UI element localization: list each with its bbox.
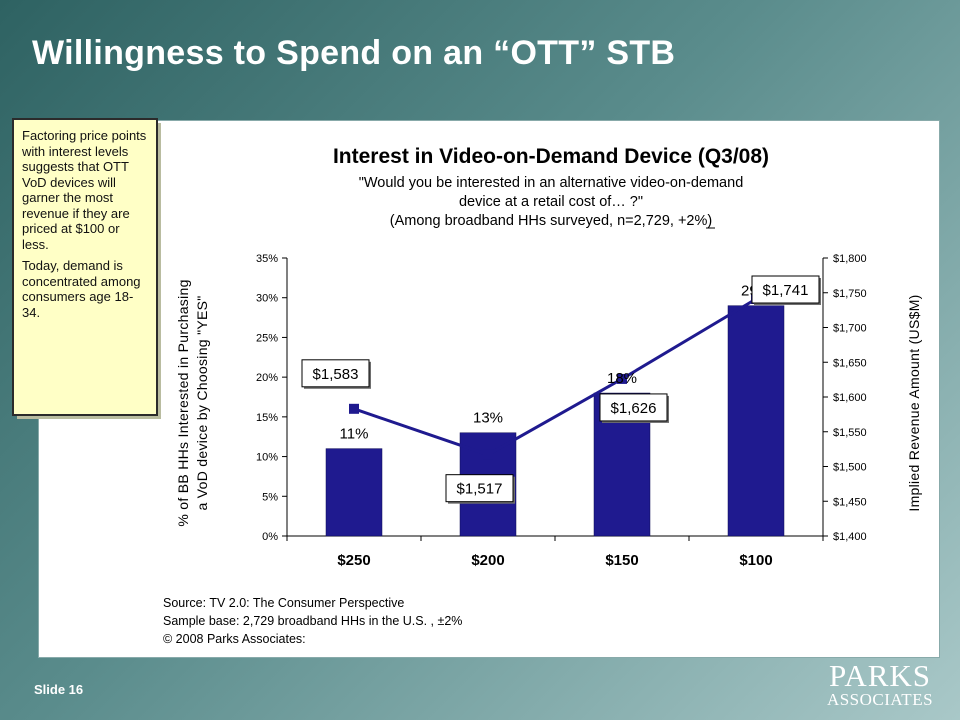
callout-box: Factoring price points with interest lev… [12,118,158,416]
revenue-value-label: $1,583 [313,366,359,383]
y-tick-label: 15% [256,412,278,424]
bar-value-label: 11% [340,426,369,443]
y-axis-label-line-1: % of BB HHs Interested in Purchasing [175,279,191,526]
bar-value-label: 13% [473,410,503,427]
revenue-point [349,403,359,414]
chart-title: Interest in Video-on-Demand Device (Q3/0… [333,145,769,168]
x-tick-label: $150 [605,552,638,569]
x-tick-label: $250 [337,552,370,569]
revenue-label-box [445,474,514,503]
chart-panel: Interest in Video-on-Demand Device (Q3/0… [38,120,940,658]
revenue-label-box [301,359,370,388]
y-axis-label-line-2: a VoD device by Choosing "YES" [194,295,210,510]
y2-tick-label: $1,650 [833,357,867,369]
revenue-point [617,373,627,384]
callout-paragraph-2: Today, demand is concentrated among cons… [22,258,141,320]
y2-tick-label: $1,750 [833,288,867,300]
slide-title: Willingness to Spend on an “OTT” STB [32,34,676,72]
bar [325,448,383,537]
source-line-2: Sample base: 2,729 broadband HHs in the … [163,614,462,628]
x-tick-label: $100 [739,552,772,569]
y-tick-label: 20% [256,372,278,384]
y2-axis-label: Implied Revenue Amount (US$M) [906,294,922,511]
revenue-value-label: $1,741 [763,282,809,299]
revenue-label-box [599,393,668,422]
y2-tick-label: $1,450 [833,496,867,508]
logo-line-2: ASSOCIATES [826,690,934,709]
y2-tick-label: $1,550 [833,427,867,439]
chart: Interest in Video-on-Demand Device (Q3/0… [163,145,922,646]
y-tick-label: 30% [256,293,278,305]
logo-line-1: PARKS [828,658,932,693]
revenue-value-label: $1,517 [457,481,503,498]
y2-tick-label: $1,700 [833,323,867,335]
source-line-3: © 2008 Parks Associates: [163,632,306,646]
y-tick-label: 5% [262,491,278,503]
chart-subtitle-line-2: device at a retail cost of… ?" [459,194,643,210]
slide-number: Slide 16 [34,682,84,697]
y-tick-label: 0% [262,531,278,543]
y2-tick-label: $1,800 [833,253,867,265]
callout-paragraph-1: Factoring price points with interest lev… [22,128,147,252]
parks-associates-logo: PARKS ASSOCIATES [820,660,940,712]
data-labels: 11%13%18%29%$1,583$1,517$1,626$1,741 [301,275,821,504]
bar-value-label: 18% [607,370,637,387]
axes: 0% 5% 10% 15% 20% 25% 30% 35% $1,400 $1,450 $1,500… [256,253,867,569]
revenue-value-label: $1,626 [611,400,657,417]
chart-subtitle-line-1: "Would you be interested in an alternati… [359,175,744,191]
y2-tick-label: $1,500 [833,462,867,474]
x-tick-label: $200 [471,552,504,569]
revenue-line [349,294,761,460]
y-tick-label: 35% [256,253,278,265]
y-tick-label: 25% [256,332,278,344]
source-line-1: Source: TV 2.0: The Consumer Perspective [163,596,404,610]
chart-subtitle-line-3: (Among broadband HHs surveyed, n=2,729, … [390,213,712,229]
y2-tick-label: $1,400 [833,531,867,543]
bars [325,305,785,537]
bar [727,305,785,537]
y2-tick-label: $1,600 [833,392,867,404]
revenue-line-path [353,297,757,457]
y-tick-label: 10% [256,452,278,464]
revenue-label-box [751,275,820,304]
revenue-point [483,449,493,460]
